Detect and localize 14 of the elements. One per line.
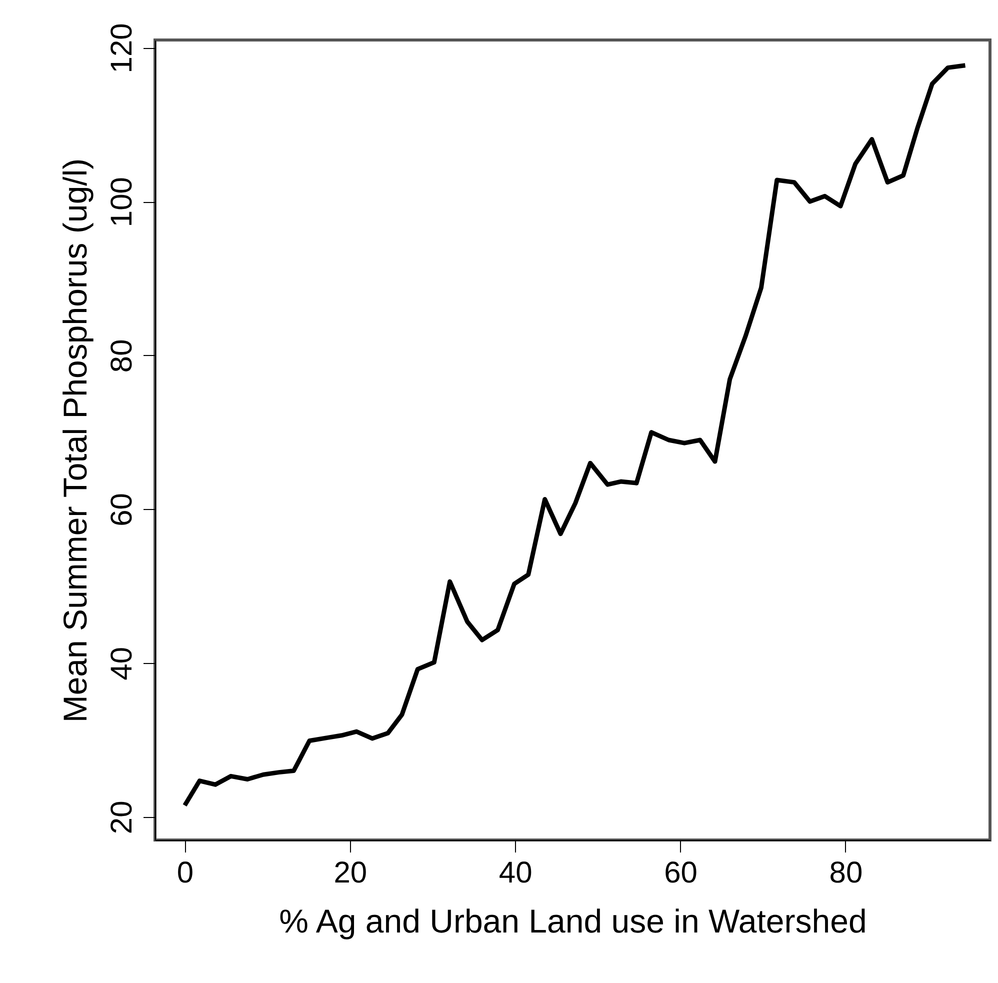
- y-tick-label: 20: [106, 800, 138, 834]
- line-series: [182, 63, 968, 808]
- x-tick-label: 40: [498, 856, 532, 890]
- x-tick-label: 0: [176, 856, 194, 890]
- y-axis-title: Mean Summer Total Phosphorus (ug/l): [56, 158, 94, 723]
- y-tick-label: 60: [106, 493, 138, 526]
- x-tick-label: 20: [334, 856, 368, 890]
- x-tick-label: 80: [829, 856, 863, 890]
- y-tick-label: 80: [106, 339, 138, 373]
- x-tick-label: 60: [664, 856, 698, 890]
- y-tick-label: 40: [106, 646, 138, 680]
- x-axis-title: % Ag and Urban Land use in Watershed: [279, 902, 867, 940]
- y-tick-label: 100: [106, 177, 138, 228]
- y-tick-label: 120: [106, 23, 138, 74]
